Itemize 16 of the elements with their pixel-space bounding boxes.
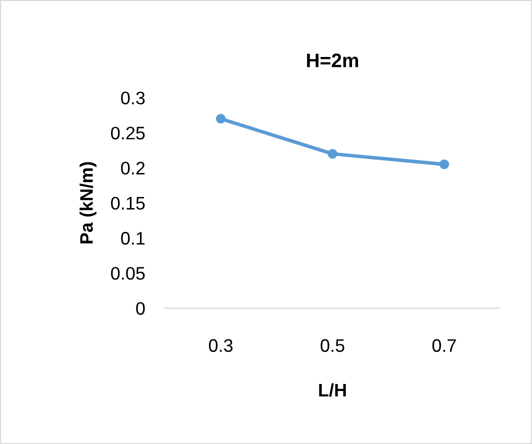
- y-tick-label: 0.3: [121, 92, 145, 104]
- y-tick-label: 0.1: [121, 232, 145, 245]
- point: [439, 159, 450, 170]
- y-axis-title: Pa (kN/m): [80, 162, 96, 244]
- x-axis-title: L/H: [319, 383, 346, 397]
- y-tick-label: 0.2: [121, 162, 145, 175]
- x-tick-label: 0.7: [432, 339, 456, 352]
- point: [216, 114, 226, 124]
- y-tick-label: 0.15: [111, 196, 145, 210]
- x-tick-label: 0.5: [320, 339, 344, 352]
- x-tick-label: 0.3: [208, 339, 233, 352]
- chart-title: H=2m: [307, 54, 358, 68]
- y-tick-label: 0: [136, 302, 145, 315]
- point: [328, 148, 338, 159]
- y-tick-label: 0.05: [111, 266, 145, 280]
- y-tick-label: 0.25: [111, 126, 145, 140]
